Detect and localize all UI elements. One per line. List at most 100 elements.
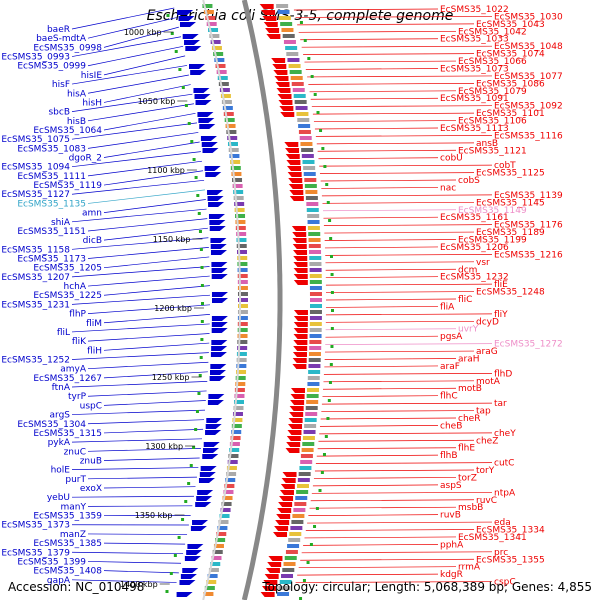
left-gene-label[interactable]: shiA bbox=[51, 218, 71, 228]
right-strand-labels[interactable]: EcSMS35_1022EcSMS35_1030EcSMS35_1043EcSM… bbox=[440, 5, 563, 588]
right-gene-label[interactable]: EcSMS35_1048 bbox=[494, 42, 563, 52]
left-gene-label[interactable]: EcSMS35_1173 bbox=[17, 255, 86, 265]
left-gene-label[interactable]: EcSMS35_1359 bbox=[33, 512, 102, 522]
right-gene-label[interactable]: EcSMS35_1216 bbox=[494, 250, 563, 260]
right-gene-label[interactable]: rrmA bbox=[458, 563, 481, 573]
right-gene-label[interactable]: ruvB bbox=[440, 511, 461, 521]
right-gene-label[interactable]: EcSMS35_1125 bbox=[476, 169, 545, 179]
right-gene-label[interactable]: ruvC bbox=[476, 496, 497, 506]
right-gene-label[interactable]: EcSMS35_1248 bbox=[476, 288, 545, 298]
right-gene-label[interactable]: EcSMS35_1116 bbox=[494, 131, 563, 141]
left-gene-label[interactable]: purT bbox=[65, 475, 86, 485]
right-gene-label[interactable]: EcSMS35_1113 bbox=[440, 124, 509, 134]
left-gene-label[interactable]: flhP bbox=[69, 310, 86, 320]
right-gene-label[interactable]: torY bbox=[476, 466, 495, 476]
left-gene-label[interactable]: baeS-mdtA bbox=[36, 34, 87, 44]
left-gene-label[interactable]: znuC bbox=[64, 447, 86, 457]
right-gene-label[interactable]: EcSMS35_1272 bbox=[494, 340, 563, 350]
right-gene-label[interactable]: EcSMS35_1022 bbox=[440, 5, 509, 15]
right-gene-label[interactable]: araG bbox=[476, 347, 498, 357]
right-gene-label[interactable]: cheR bbox=[458, 414, 480, 424]
left-gene-label[interactable]: fliM bbox=[86, 319, 102, 329]
left-gene-label[interactable]: EcSMS35_1151 bbox=[17, 227, 86, 237]
right-gene-label[interactable]: EcSMS35_1355 bbox=[476, 555, 545, 565]
right-gene-label[interactable]: prc bbox=[494, 548, 508, 558]
right-gene-label[interactable]: EcSMS35_1121 bbox=[458, 146, 527, 156]
right-gene-label[interactable]: EcSMS35_1079 bbox=[458, 87, 527, 97]
left-gene-label[interactable]: EcSMS35_0998 bbox=[33, 43, 102, 53]
right-gene-label[interactable]: cheB bbox=[440, 421, 462, 431]
left-gene-label[interactable]: EcSMS35_1373 bbox=[1, 521, 70, 531]
left-gene-label[interactable]: fliH bbox=[87, 346, 102, 356]
left-gene-label[interactable]: EcSMS35_1304 bbox=[17, 420, 86, 430]
right-gene-label[interactable]: vsr bbox=[476, 258, 490, 268]
right-gene-label[interactable]: EcSMS35_1030 bbox=[494, 12, 563, 22]
right-gene-label[interactable]: dcm bbox=[458, 265, 477, 275]
right-gene-label[interactable]: ansB bbox=[476, 139, 498, 149]
left-gene-label[interactable]: exoX bbox=[80, 484, 102, 494]
right-gene-label[interactable]: pgsA bbox=[440, 332, 463, 342]
right-gene-label[interactable]: EcSMS35_1043 bbox=[476, 20, 545, 30]
right-gene-label[interactable]: EcSMS35_1101 bbox=[476, 109, 545, 119]
right-gene-label[interactable]: EcSMS35_1086 bbox=[476, 79, 545, 89]
left-gene-label[interactable]: EcSMS35_1127 bbox=[1, 190, 70, 200]
left-gene-label[interactable]: baeR bbox=[47, 25, 70, 35]
right-gene-label[interactable]: cheY bbox=[494, 429, 516, 439]
right-gene-label[interactable]: uvrY bbox=[458, 325, 479, 335]
right-gene-label[interactable]: fliA bbox=[440, 302, 455, 312]
right-gene-label[interactable]: EcSMS35_1189 bbox=[476, 228, 545, 238]
left-gene-label[interactable]: gapA bbox=[47, 576, 71, 586]
left-gene-label[interactable]: holE bbox=[51, 466, 71, 476]
left-gene-label[interactable]: fliK bbox=[72, 337, 87, 347]
left-gene-label[interactable]: EcSMS35_1119 bbox=[33, 181, 102, 191]
left-gene-label[interactable]: EcSMS35_1379 bbox=[1, 548, 70, 558]
left-gene-label[interactable]: manY bbox=[61, 502, 87, 512]
right-gene-label[interactable]: EcSMS35_1091 bbox=[440, 94, 509, 104]
left-gene-label[interactable]: sbcB bbox=[48, 108, 70, 118]
right-gene-label[interactable]: fliE bbox=[494, 280, 508, 290]
right-gene-label[interactable]: torZ bbox=[458, 473, 477, 483]
left-gene-label[interactable]: amyA bbox=[60, 365, 87, 375]
left-gene-label[interactable]: EcSMS35_1267 bbox=[33, 374, 102, 384]
left-gene-label[interactable]: pykA bbox=[48, 438, 71, 448]
right-gene-label[interactable]: cspC bbox=[494, 578, 516, 588]
left-gene-label[interactable]: hisA bbox=[67, 89, 87, 99]
left-gene-label[interactable]: EcSMS35_1158 bbox=[1, 245, 70, 255]
left-gene-label[interactable]: dicB bbox=[83, 236, 102, 246]
right-gene-label[interactable]: ntpA bbox=[494, 488, 516, 498]
right-gene-label[interactable]: tar bbox=[494, 399, 507, 409]
right-gene-label[interactable]: cobT bbox=[494, 161, 516, 171]
right-gene-label[interactable]: dcyD bbox=[476, 317, 499, 327]
left-gene-label[interactable]: EcSMS35_1315 bbox=[33, 429, 102, 439]
right-gene-label[interactable]: EcSMS35_1206 bbox=[440, 243, 509, 253]
right-gene-label[interactable]: araF bbox=[440, 362, 460, 372]
right-gene-label[interactable]: cutC bbox=[494, 459, 514, 469]
left-gene-label[interactable]: amn bbox=[82, 209, 102, 219]
left-gene-label[interactable]: dgoR_2 bbox=[69, 154, 102, 164]
right-gene-label[interactable]: pphA bbox=[440, 540, 464, 550]
right-gene-label[interactable]: motB bbox=[458, 384, 482, 394]
right-gene-label[interactable]: flhE bbox=[458, 444, 475, 454]
right-gene-label[interactable]: flhD bbox=[494, 369, 512, 379]
right-gene-label[interactable]: EcSMS35_1232 bbox=[440, 273, 509, 283]
left-gene-label[interactable]: EcSMS35_1111 bbox=[17, 172, 86, 182]
right-gene-label[interactable]: msbB bbox=[458, 503, 483, 513]
right-gene-label[interactable]: EcSMS35_1341 bbox=[458, 533, 527, 543]
left-gene-label[interactable]: EcSMS35_1205 bbox=[33, 264, 102, 274]
right-gene-label[interactable]: fliC bbox=[458, 295, 472, 305]
left-gene-label[interactable]: hchA bbox=[63, 282, 86, 292]
left-gene-label[interactable]: EcSMS35_1408 bbox=[33, 567, 102, 577]
right-gene-label[interactable]: EcSMS35_1176 bbox=[494, 221, 563, 231]
right-gene-label[interactable]: EcSMS35_1042 bbox=[458, 27, 527, 37]
left-gene-label[interactable]: uspC bbox=[80, 401, 102, 411]
right-gene-label[interactable]: aspS bbox=[440, 481, 462, 491]
right-gene-label[interactable]: eda bbox=[494, 518, 511, 528]
left-gene-label[interactable]: ftnA bbox=[52, 383, 71, 393]
left-gene-label[interactable]: EcSMS35_0993 bbox=[1, 53, 70, 63]
right-gene-label[interactable]: motA bbox=[476, 377, 501, 387]
left-gene-label[interactable]: EcSMS35_1231 bbox=[1, 300, 70, 310]
left-gene-label[interactable]: hisH bbox=[82, 98, 102, 108]
right-gene-label[interactable]: EcSMS35_1073 bbox=[440, 64, 509, 74]
right-gene-label[interactable]: tap bbox=[476, 407, 491, 417]
